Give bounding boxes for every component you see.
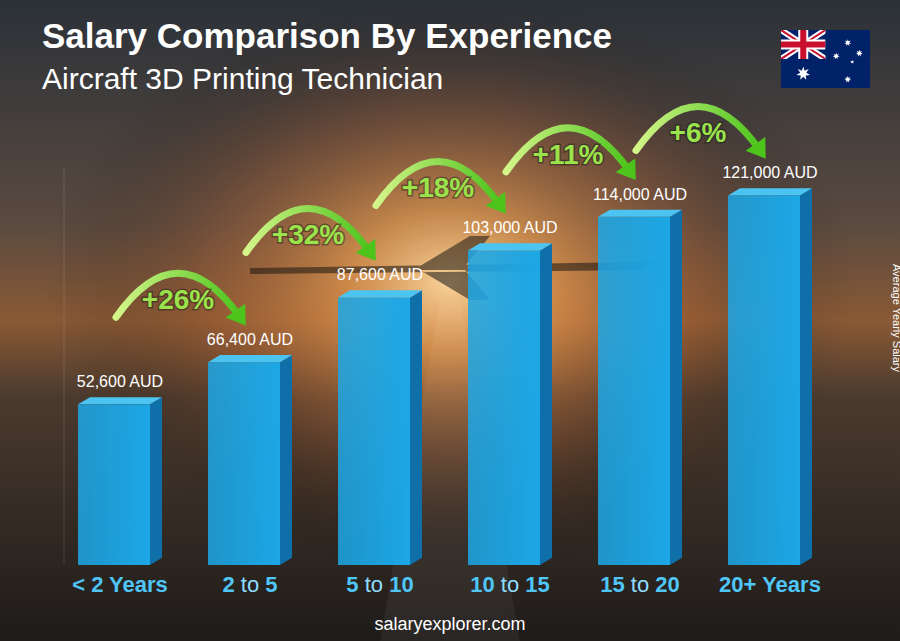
category-label: 2 to 5 xyxy=(222,572,277,597)
bar-side xyxy=(670,210,682,565)
bars xyxy=(78,188,812,565)
category-word: 15 xyxy=(519,572,550,597)
arrow-head xyxy=(486,192,506,214)
bar xyxy=(468,243,552,565)
category-word: 10 xyxy=(470,572,494,597)
arrow-head xyxy=(746,137,766,159)
flag-star xyxy=(796,67,810,80)
saltire-white xyxy=(781,30,826,59)
growth-arrow xyxy=(506,128,636,180)
bar-side xyxy=(540,243,552,565)
bar-front xyxy=(598,217,670,565)
arrow-head xyxy=(616,158,636,180)
arrow-head xyxy=(226,304,246,326)
bar-side xyxy=(280,355,292,565)
flag-field xyxy=(781,30,870,88)
arrow-arc xyxy=(506,128,630,172)
category-word: 10 xyxy=(383,572,414,597)
category-word: Years xyxy=(756,572,820,597)
arrow-arc xyxy=(246,208,370,252)
growth-arrow xyxy=(636,106,766,158)
growth-arrow xyxy=(376,161,506,213)
bar-front xyxy=(208,362,280,565)
arrow-arc xyxy=(376,161,500,205)
bar xyxy=(338,290,422,565)
category-word: Years xyxy=(103,572,167,597)
growth-label: +32% xyxy=(272,219,344,250)
cross-red-h xyxy=(781,42,826,48)
growth-label: +18% xyxy=(402,172,474,203)
category-word: to xyxy=(495,572,519,597)
bar-top xyxy=(78,397,162,404)
bar xyxy=(598,210,682,565)
bar-side xyxy=(150,397,162,565)
bar-front xyxy=(78,404,150,565)
category-word: to xyxy=(625,572,649,597)
category-label: < 2 Years xyxy=(72,572,168,597)
category-word: < xyxy=(72,572,85,597)
arrow-arc xyxy=(116,273,240,317)
category-word: 5 xyxy=(346,572,358,597)
bar-front xyxy=(468,250,540,565)
growth-arrow xyxy=(116,273,246,325)
bar-top xyxy=(338,290,422,297)
bar-top xyxy=(208,355,292,362)
y-axis-line xyxy=(64,168,65,565)
category-label: 15 to 20 xyxy=(600,572,680,597)
union-jack xyxy=(781,30,826,59)
data-label: 66,400 AUD xyxy=(207,331,293,348)
background-glow xyxy=(0,0,900,641)
title: Salary Comparison By Experience xyxy=(42,16,612,55)
bar xyxy=(208,355,292,565)
bar-front xyxy=(338,297,410,565)
flag-star xyxy=(856,50,863,57)
flag-star xyxy=(833,53,840,60)
bar-front xyxy=(728,195,800,565)
flag xyxy=(781,30,870,88)
category-word: 20 xyxy=(649,572,680,597)
data-label: 103,000 AUD xyxy=(462,219,557,236)
category-word: 2 xyxy=(222,572,234,597)
category-word: 15 xyxy=(600,572,624,597)
growth-label: +26% xyxy=(142,284,214,315)
bar-side xyxy=(410,290,422,565)
chart-root: Salary Comparison By Experience Aircraft … xyxy=(0,0,900,641)
bar-side xyxy=(800,188,812,565)
bar xyxy=(78,397,162,565)
arrow-arc xyxy=(636,106,760,150)
growth-label: +6% xyxy=(670,117,727,148)
arrow-head xyxy=(356,239,376,261)
data-label: 87,600 AUD xyxy=(337,266,423,283)
data-label: 114,000 AUD xyxy=(593,186,687,203)
category-label: 20+ Years xyxy=(719,572,821,597)
source: salaryexplorer.com xyxy=(374,614,525,634)
category-word: 5 xyxy=(259,572,277,597)
data-label: 121,000 AUD xyxy=(722,164,817,181)
y-axis-label: Average Yearly Salary xyxy=(891,264,900,373)
bar xyxy=(728,188,812,565)
bar-top xyxy=(598,210,682,217)
flag-star xyxy=(850,60,854,64)
category-word: 20+ xyxy=(719,572,756,597)
flag-star xyxy=(844,76,851,83)
background xyxy=(0,0,900,641)
flag-star xyxy=(844,39,851,46)
bar-top xyxy=(728,188,812,195)
data-label: 52,600 AUD xyxy=(77,373,163,390)
saltire-red xyxy=(781,30,826,59)
category-word: 2 xyxy=(85,572,103,597)
category-word: to xyxy=(235,572,259,597)
growth-arrow xyxy=(246,208,376,260)
bar-top xyxy=(468,243,552,250)
growth-label: +11% xyxy=(533,139,604,170)
chart-svg: Salary Comparison By Experience Aircraft … xyxy=(0,0,900,641)
category-label: 5 to 10 xyxy=(346,572,413,597)
category-label: 10 to 15 xyxy=(470,572,550,597)
category-word: to xyxy=(359,572,383,597)
subtitle: Aircraft 3D Printing Technician xyxy=(42,62,443,95)
